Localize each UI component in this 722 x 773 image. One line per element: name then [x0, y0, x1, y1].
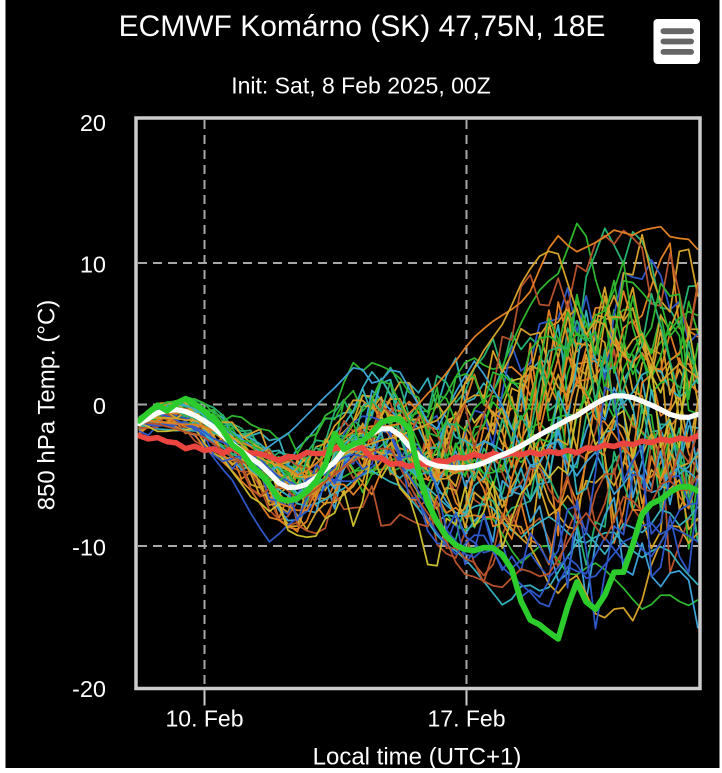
svg-text:ECMWF Komárno (SK) 47,75N, 18E: ECMWF Komárno (SK) 47,75N, 18E — [119, 10, 606, 43]
svg-text:20: 20 — [80, 110, 106, 136]
svg-text:10: 10 — [80, 252, 106, 278]
svg-text:Init: Sat, 8 Feb 2025, 00Z: Init: Sat, 8 Feb 2025, 00Z — [231, 73, 491, 99]
svg-text:850 hPa Temp. (°C): 850 hPa Temp. (°C) — [34, 300, 61, 511]
svg-text:-10: -10 — [72, 535, 106, 561]
svg-text:17. Feb: 17. Feb — [428, 706, 506, 732]
svg-text:10. Feb: 10. Feb — [166, 706, 244, 732]
svg-text:Local time (UTC+1): Local time (UTC+1) — [313, 744, 522, 769]
svg-text:0: 0 — [93, 393, 106, 419]
svg-text:-20: -20 — [72, 676, 106, 702]
